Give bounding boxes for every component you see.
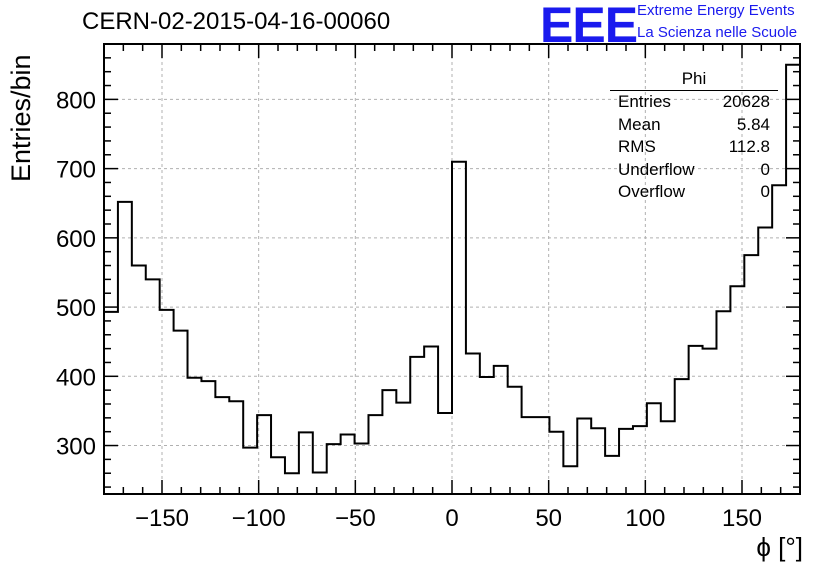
x-tick-label: 0 [445,505,458,532]
stats-row-mean: Mean 5.84 [610,114,778,137]
y-tick-label: 700 [56,157,96,184]
x-tick-label: −150 [135,505,189,532]
histogram-step-line [104,63,800,475]
stats-row-entries: Entries 20628 [610,91,778,114]
stats-row-rms: RMS 112.8 [610,136,778,159]
stats-title: Phi [610,68,778,91]
stats-label: Entries [618,92,671,111]
stats-label: Mean [618,114,661,134]
y-tick-label: 500 [56,295,96,322]
stats-label: RMS [618,137,656,156]
y-axis-label: Entries/bin [6,54,36,182]
logo-line-2: La Scienza nelle Scuole [637,24,798,41]
stats-box: Phi Entries 20628 Mean 5.84 RMS 112.8 Un… [610,68,778,204]
axis-tick-labels: −150 −100 −50 0 50 100 150 300 400 500 600 700 800 [56,87,762,532]
y-tick-label: 600 [56,226,96,253]
stats-value: 0 [760,159,770,179]
stats-value: 112.8 [728,137,770,156]
axis-ticks [104,44,800,494]
y-tick-label: 800 [56,87,96,114]
x-tick-label: −50 [335,505,376,532]
eee-logo: EEE [540,0,638,53]
stats-label: Overflow [618,182,686,201]
stats-value: 20628 [722,92,770,111]
stats-label: Underflow [618,159,695,179]
x-tick-label: 100 [625,505,665,532]
stats-value: 5.84 [736,114,770,134]
x-tick-label: 150 [722,505,762,532]
x-tick-label: −100 [232,505,286,532]
chart-title: CERN-02-2015-04-16-00060 [82,8,391,35]
logo-line-1: Extreme Energy Events [637,2,795,19]
stats-row-underflow: Underflow 0 [610,159,778,182]
y-tick-label: 300 [56,434,96,461]
y-tick-label: 400 [56,364,96,391]
x-axis-label: ϕ [°] [756,532,803,562]
x-tick-label: 50 [535,505,562,532]
stats-row-overflow: Overflow 0 [610,181,778,204]
stats-value: 0 [760,182,770,201]
